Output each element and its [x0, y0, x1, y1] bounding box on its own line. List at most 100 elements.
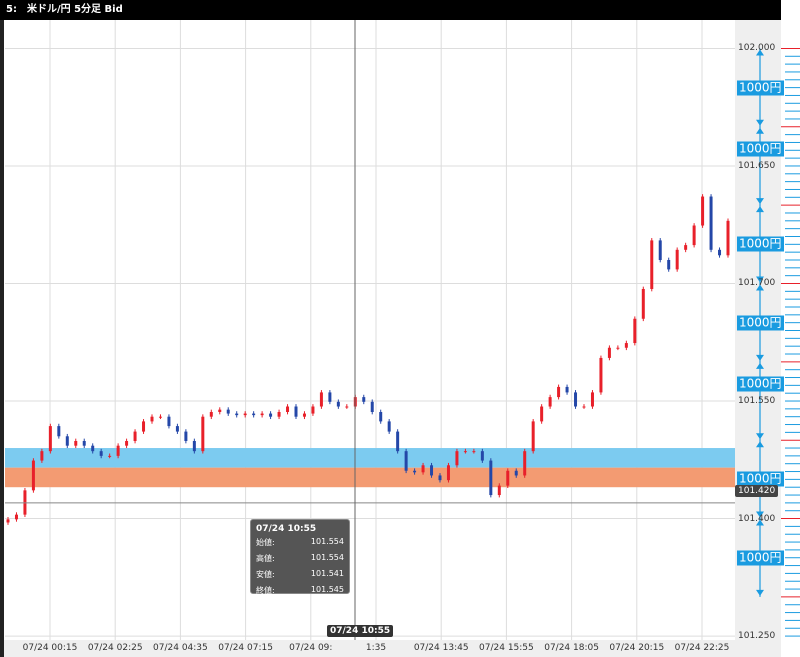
- candle: [82, 440, 86, 446]
- range-amount-label: 1000円: [737, 315, 784, 331]
- candle: [201, 416, 205, 452]
- candle: [480, 451, 484, 461]
- candle: [336, 401, 340, 407]
- arrow-up-icon: [756, 49, 764, 56]
- candle: [311, 406, 315, 414]
- x-axis: [4, 640, 781, 657]
- candle: [582, 406, 586, 408]
- candle: [463, 451, 467, 453]
- range-band: [5, 448, 735, 468]
- current-price-label: 101.420: [735, 485, 779, 497]
- candle: [302, 413, 306, 417]
- range-band: [5, 467, 735, 488]
- chart-title-bar: 5: 米ドル/円 5分足 Bid: [0, 0, 781, 20]
- candle: [91, 445, 95, 452]
- candle: [616, 347, 620, 349]
- tooltip-row-low: 安値: 101.541: [256, 569, 344, 579]
- tooltip-row-high: 高値: 101.554: [256, 553, 344, 563]
- y-tick-label: 102.000: [738, 43, 776, 54]
- candle: [175, 426, 179, 432]
- candle: [489, 460, 493, 496]
- candle: [497, 485, 501, 496]
- candle: [48, 426, 52, 452]
- candle: [387, 421, 391, 432]
- range-amount-label: 1000円: [737, 236, 784, 252]
- tooltip-row-open: 始値: 101.554: [256, 537, 344, 547]
- arrow-down-icon: [756, 433, 764, 440]
- candle: [74, 440, 78, 446]
- candle: [167, 416, 171, 427]
- candle: [709, 196, 713, 250]
- candle: [506, 470, 510, 486]
- candle: [565, 386, 569, 393]
- ohlc-tooltip: 07/24 10:55 始値: 101.554 高値: 101.554 安値: 101…: [250, 519, 350, 595]
- candle: [133, 431, 137, 441]
- candle: [252, 413, 256, 416]
- x-tick-label: 07/24 07:15: [218, 643, 273, 653]
- candle: [31, 460, 35, 491]
- candle: [286, 406, 290, 412]
- chart-title: 5: 米ドル/円 5分足 Bid: [6, 4, 123, 15]
- x-tick-label: 07/24 02:25: [87, 643, 143, 653]
- candle: [557, 386, 561, 398]
- candle: [641, 288, 645, 319]
- candle: [328, 392, 332, 402]
- candle: [472, 451, 476, 453]
- candle: [692, 225, 696, 246]
- arrow-up-icon: [756, 362, 764, 369]
- candle: [548, 397, 552, 407]
- arrow-up-icon: [756, 284, 764, 291]
- arrow-down-icon: [756, 119, 764, 126]
- y-tick-label: 101.250: [738, 631, 776, 642]
- arrow-up-icon: [756, 127, 764, 134]
- candle: [701, 196, 705, 226]
- arrow-down-icon: [756, 198, 764, 205]
- x-tick-label: 07/24 15:55: [479, 643, 534, 653]
- x-tick-label: 07/24 00:15: [22, 643, 78, 653]
- candle: [226, 409, 230, 414]
- candle: [218, 409, 222, 412]
- candle: [684, 245, 688, 250]
- candle: [108, 455, 112, 457]
- candle: [421, 465, 425, 473]
- candle: [540, 406, 544, 422]
- candle: [675, 249, 679, 270]
- x-tick-label: 07/24 04:35: [153, 643, 208, 653]
- arrow-down-icon: [756, 276, 764, 283]
- arrow-down-icon: [756, 589, 764, 596]
- candle: [633, 318, 637, 344]
- candle: [294, 406, 298, 417]
- y-tick-label: 101.700: [738, 278, 776, 289]
- candle: [726, 220, 730, 256]
- candle: [455, 451, 459, 466]
- candle: [607, 347, 611, 358]
- candle: [269, 413, 273, 417]
- candle: [404, 451, 408, 471]
- range-amount-label: 1000円: [737, 376, 784, 392]
- range-amount-label: 1000円: [737, 471, 784, 487]
- arrow-up-icon: [756, 441, 764, 448]
- crosshair-time-label: 07/24 10:55: [327, 625, 394, 637]
- candle: [590, 392, 594, 407]
- candle: [362, 397, 366, 402]
- arrow-down-icon: [756, 354, 764, 361]
- candle: [650, 240, 654, 289]
- candle: [99, 451, 103, 456]
- candle: [396, 431, 400, 452]
- candle: [116, 445, 120, 456]
- candle: [57, 426, 61, 437]
- range-amount-label: 1000円: [737, 550, 784, 566]
- candle: [6, 519, 10, 523]
- arrow-up-icon: [756, 206, 764, 213]
- candle: [446, 465, 450, 481]
- candle: [379, 411, 383, 422]
- candle: [125, 440, 129, 446]
- candle: [658, 240, 662, 260]
- y-tick-label: 101.400: [738, 513, 776, 524]
- candle: [430, 465, 434, 476]
- candle: [184, 431, 188, 441]
- range-amount-label: 1000円: [737, 141, 784, 157]
- candle: [243, 413, 247, 416]
- candle: [319, 392, 323, 407]
